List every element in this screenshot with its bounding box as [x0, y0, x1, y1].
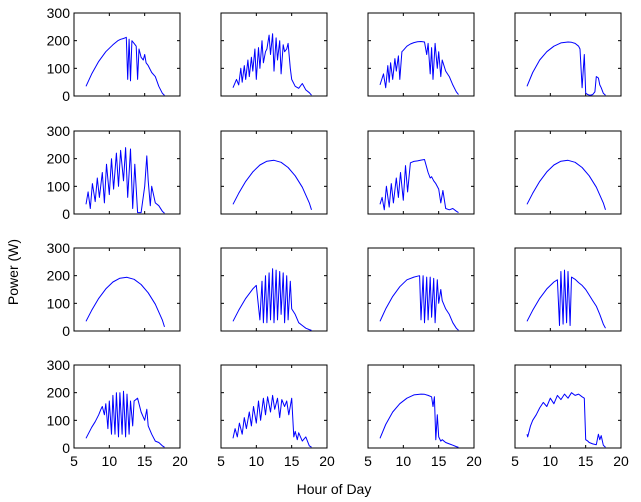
axes-frame	[367, 364, 475, 449]
y-tick-label: 200	[47, 33, 71, 49]
y-tick-label: 0	[62, 206, 70, 222]
power-trace	[379, 275, 459, 331]
power-trace	[85, 390, 165, 448]
subplot-2-2	[220, 130, 328, 215]
subplot-2-3	[367, 130, 475, 215]
power-trace	[379, 41, 459, 95]
power-trace	[85, 147, 165, 214]
subplot-3-1: 0 100 200 300	[47, 240, 181, 339]
subplot-4-4: 5 10 15 20	[511, 364, 629, 469]
subplot-1-1: 0 100 200 300	[47, 5, 181, 104]
axes-frame	[73, 12, 181, 97]
subplot-3-4	[514, 247, 622, 332]
y-tick-label: 0	[62, 440, 70, 456]
axes-frame	[514, 130, 622, 215]
x-tick-label: 10	[102, 453, 118, 469]
y-tick-label: 200	[47, 268, 71, 284]
axes-frame	[73, 130, 181, 215]
y-tick-label: 100	[47, 412, 71, 428]
power-trace	[526, 159, 606, 210]
power-trace	[526, 392, 606, 448]
x-tick-label: 20	[319, 453, 335, 469]
power-trace	[526, 269, 606, 329]
x-tick-label: 10	[543, 453, 559, 469]
power-trace	[526, 41, 606, 96]
subplot-1-2	[220, 12, 328, 97]
axes-frame	[367, 247, 475, 332]
power-trace	[379, 159, 459, 214]
power-trace	[232, 394, 312, 448]
x-tick-label: 15	[431, 453, 447, 469]
y-tick-label: 300	[47, 240, 71, 256]
axes-frame	[220, 12, 328, 97]
x-tick-label: 5	[511, 453, 519, 469]
x-tick-label: 20	[613, 453, 629, 469]
subplot-4-1: 0 100 200 300 5 10 15 20	[47, 357, 188, 469]
x-tick-label: 5	[217, 453, 225, 469]
y-tick-label: 300	[47, 123, 71, 139]
x-axis-title: Hour of Day	[297, 481, 372, 497]
y-tick-label: 100	[47, 60, 71, 76]
x-tick-label: 15	[578, 453, 594, 469]
subplot-2-1: 0 100 200 300	[47, 123, 181, 222]
axes-frame	[220, 247, 328, 332]
power-trace	[232, 268, 312, 331]
axes-frame	[367, 130, 475, 215]
axes-frame	[367, 12, 475, 97]
subplot-4-3: 5 10 15 20	[364, 364, 482, 469]
x-tick-label: 15	[137, 453, 153, 469]
x-tick-label: 5	[70, 453, 78, 469]
subplot-grid: 0 100 200 300 0 100 200 300 0 100 200 300 0 100 200 300…	[47, 5, 629, 469]
x-tick-label: 10	[396, 453, 412, 469]
subplot-1-3	[367, 12, 475, 97]
subplot-4-2: 5 10 15 20	[217, 364, 335, 469]
subplot-3-2	[220, 247, 328, 332]
x-tick-label: 10	[249, 453, 265, 469]
y-tick-label: 200	[47, 151, 71, 167]
subplot-1-4	[514, 12, 622, 97]
power-trace	[232, 33, 312, 96]
y-axis-title: Power (W)	[5, 239, 21, 305]
x-tick-label: 5	[364, 453, 372, 469]
x-tick-label: 20	[466, 453, 482, 469]
power-trace	[379, 393, 459, 448]
y-tick-label: 100	[47, 295, 71, 311]
power-trace	[232, 159, 312, 210]
subplot-3-3	[367, 247, 475, 332]
axes-frame	[514, 12, 622, 97]
axes-frame	[73, 364, 181, 449]
y-tick-label: 200	[47, 385, 71, 401]
axes-frame	[220, 364, 328, 449]
subplot-2-4	[514, 130, 622, 215]
axes-frame	[73, 247, 181, 332]
y-tick-label: 100	[47, 178, 71, 194]
y-tick-label: 300	[47, 357, 71, 373]
y-tick-label: 0	[62, 323, 70, 339]
axes-frame	[220, 130, 328, 215]
y-tick-label: 0	[62, 88, 70, 104]
power-trace	[85, 36, 165, 96]
axes-frame	[514, 364, 622, 449]
x-tick-label: 15	[284, 453, 300, 469]
x-tick-label: 20	[172, 453, 188, 469]
y-tick-label: 300	[47, 5, 71, 21]
power-trace	[85, 276, 165, 328]
axes-frame	[514, 247, 622, 332]
